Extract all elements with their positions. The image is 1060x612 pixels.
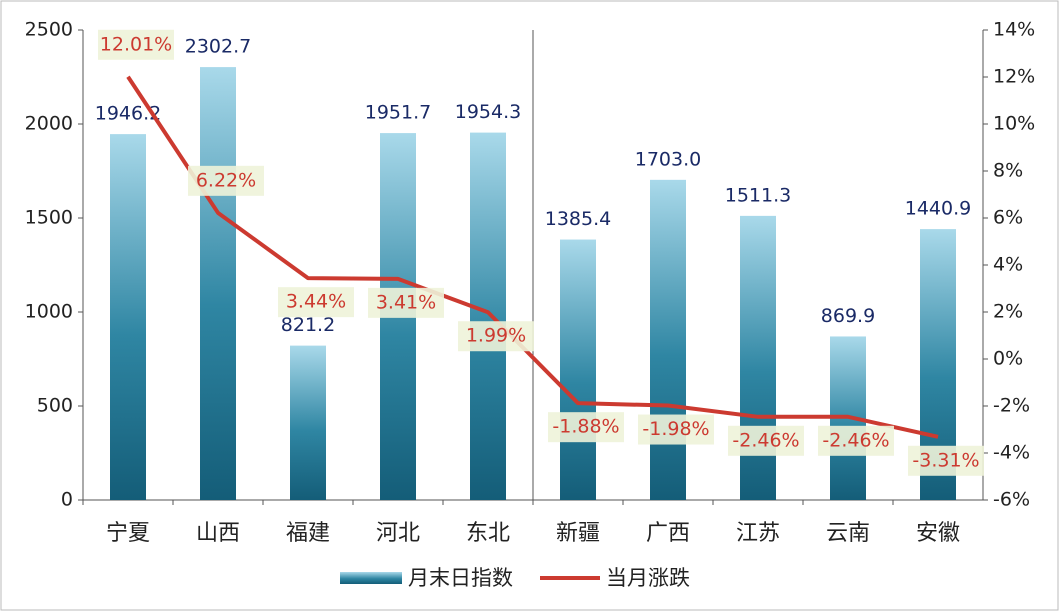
y2-tick-label: 2% xyxy=(993,301,1023,323)
line-value-label: -2.46% xyxy=(822,429,889,451)
value-label-bg xyxy=(548,412,624,443)
x-tick-label: 福建 xyxy=(286,521,330,546)
y2-tick-label: 10% xyxy=(993,113,1035,135)
y2-tick-label: 8% xyxy=(993,160,1023,182)
value-label-bg xyxy=(458,321,534,352)
bar-value-label: 869.9 xyxy=(821,305,875,327)
x-tick-label: 河北 xyxy=(376,521,420,546)
y-tick-label: 2500 xyxy=(25,19,73,41)
value-label-bg xyxy=(188,165,264,196)
y2-tick-label: 0% xyxy=(993,348,1023,370)
line-value-label: 3.41% xyxy=(376,291,436,313)
y2-tick-label: -4% xyxy=(993,442,1030,464)
y-tick-label: 500 xyxy=(37,395,73,417)
y-tick-label: 1000 xyxy=(25,301,73,323)
bar-value-label: 821.2 xyxy=(281,314,335,336)
bar-value-label: 2302.7 xyxy=(185,36,251,58)
legend-label: 月末日指数 xyxy=(408,566,513,590)
value-label-bg xyxy=(728,425,804,456)
y2-tick-label: 12% xyxy=(993,66,1035,88)
line-value-label: 12.01% xyxy=(100,33,172,55)
bar-value-label: 1951.7 xyxy=(365,102,431,124)
legend-label: 当月涨跌 xyxy=(606,566,690,590)
bar-value-label: 1440.9 xyxy=(905,198,971,220)
line-value-label: 6.22% xyxy=(196,169,256,191)
bar xyxy=(650,179,686,500)
line xyxy=(126,75,939,439)
y2-tick-label: -2% xyxy=(993,395,1030,417)
line-value-label: -2.46% xyxy=(732,429,799,451)
x-tick-label: 新疆 xyxy=(556,521,600,546)
y-tick-label: 1500 xyxy=(25,207,73,229)
value-label-bg xyxy=(818,425,894,456)
y2-tick-label: 14% xyxy=(993,19,1035,41)
value-label-bg xyxy=(98,29,174,60)
line-value-label: 3.44% xyxy=(286,291,346,313)
x-tick-label: 安徽 xyxy=(916,521,960,546)
x-tick-label: 宁夏 xyxy=(106,521,150,546)
value-label-bg xyxy=(638,414,714,445)
line-value-label: -1.88% xyxy=(552,416,619,438)
bar-value-label: 1703.0 xyxy=(635,148,701,170)
line-value-label: -3.31% xyxy=(912,449,979,471)
legend-swatch xyxy=(340,572,402,584)
bar-value-label: 1954.3 xyxy=(455,101,521,123)
y2-tick-label: 6% xyxy=(993,207,1023,229)
bar-value-label: 1385.4 xyxy=(545,208,611,230)
line-value-label: -1.98% xyxy=(642,418,709,440)
x-tick-label: 广西 xyxy=(646,521,690,546)
x-tick-label: 东北 xyxy=(466,521,510,546)
value-label-bg xyxy=(368,287,444,318)
x-tick-label: 江苏 xyxy=(736,521,780,546)
bar xyxy=(740,215,776,500)
bar xyxy=(470,132,506,500)
bar xyxy=(290,345,326,500)
y2-tick-label: -6% xyxy=(993,489,1030,511)
line-value-label: 1.99% xyxy=(466,325,526,347)
y-tick-label: 2000 xyxy=(25,113,73,135)
bar xyxy=(200,67,236,500)
x-tick-label: 云南 xyxy=(826,521,870,546)
bar xyxy=(110,134,146,501)
y-tick-label: 0 xyxy=(61,489,73,511)
x-tick-label: 山西 xyxy=(196,521,240,546)
bar xyxy=(560,239,596,500)
value-label-bg xyxy=(908,445,984,476)
value-label-bg xyxy=(278,287,354,318)
y2-tick-label: 4% xyxy=(993,254,1023,276)
bar-value-label: 1946.2 xyxy=(95,103,161,125)
bar-value-label: 1511.3 xyxy=(725,184,791,206)
